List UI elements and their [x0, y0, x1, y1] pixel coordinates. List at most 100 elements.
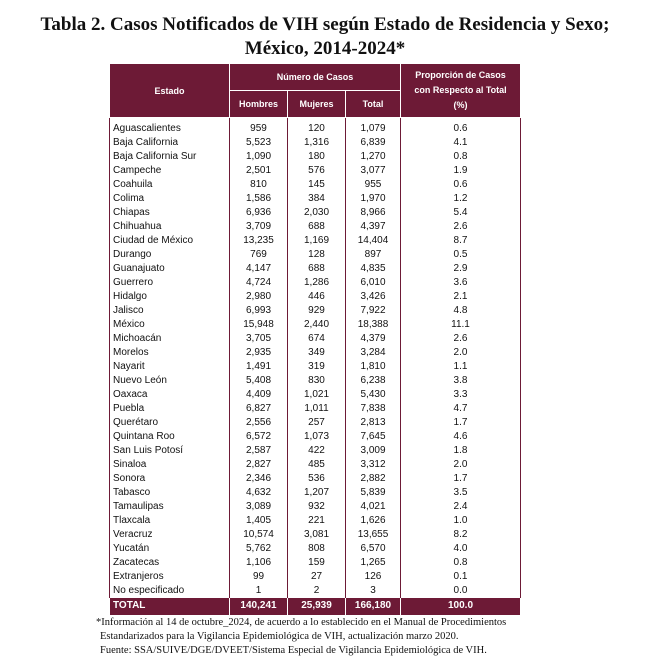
- table-row: Zacatecas 1,106 159 1,265 0.8: [109, 556, 521, 570]
- table-row: Coahuila 810 145 955 0.6: [109, 178, 521, 192]
- value-cell: 2,980: [229, 290, 288, 304]
- header-cell: Hombres: [229, 90, 288, 118]
- value-cell: 5,839: [345, 486, 401, 500]
- value-cell: 3.6: [400, 276, 521, 290]
- value-cell: 0.6: [400, 117, 521, 136]
- value-cell: 1.1: [400, 360, 521, 374]
- value-cell: 5,430: [345, 388, 401, 402]
- table-row: Nayarit 1,491 319 1,810 1.1: [109, 360, 521, 374]
- value-cell: 159: [287, 556, 346, 570]
- table-row: Tlaxcala 1,405 221 1,626 1.0: [109, 514, 521, 528]
- state-cell: Colima: [109, 192, 230, 206]
- value-cell: 6,572: [229, 430, 288, 444]
- value-cell: 4,021: [345, 500, 401, 514]
- table-row: Ciudad de México 13,235 1,169 14,404 8.7: [109, 234, 521, 248]
- table-row: San Luis Potosí 2,587 422 3,009 1.8: [109, 444, 521, 458]
- state-cell: Campeche: [109, 164, 230, 178]
- value-cell: 1,169: [287, 234, 346, 248]
- value-cell: 8.7: [400, 234, 521, 248]
- value-cell: 7,645: [345, 430, 401, 444]
- value-cell: 1.7: [400, 472, 521, 486]
- value-cell: 2,935: [229, 346, 288, 360]
- value-cell: 1,810: [345, 360, 401, 374]
- value-cell: 0.8: [400, 556, 521, 570]
- value-cell: 13,655: [345, 528, 401, 542]
- value-cell: 1,073: [287, 430, 346, 444]
- state-cell: Guerrero: [109, 276, 230, 290]
- table-row: Puebla 6,827 1,011 7,838 4.7: [109, 402, 521, 416]
- table-row: Sonora 2,346 536 2,882 1.7: [109, 472, 521, 486]
- value-cell: 18,388: [345, 318, 401, 332]
- value-cell: 7,922: [345, 304, 401, 318]
- value-cell: 688: [287, 262, 346, 276]
- value-cell: 1,021: [287, 388, 346, 402]
- value-cell: 897: [345, 248, 401, 262]
- value-cell: 1,090: [229, 150, 288, 164]
- value-cell: 257: [287, 416, 346, 430]
- value-cell: 3.3: [400, 388, 521, 402]
- value-cell: 1,207: [287, 486, 346, 500]
- value-cell: 2,882: [345, 472, 401, 486]
- value-cell: 3.8: [400, 374, 521, 388]
- value-cell: 810: [229, 178, 288, 192]
- value-cell: 120: [287, 117, 346, 136]
- title-line: Tabla 2. Casos Notificados de VIH según …: [40, 14, 610, 35]
- state-cell: Querétaro: [109, 416, 230, 430]
- value-cell: 2,587: [229, 444, 288, 458]
- state-cell: Hidalgo: [109, 290, 230, 304]
- table-row: Veracruz 10,574 3,081 13,655 8.2: [109, 528, 521, 542]
- value-cell: 1: [229, 584, 288, 598]
- table-row: Yucatán 5,762 808 6,570 4.0: [109, 542, 521, 556]
- value-cell: 0.8: [400, 150, 521, 164]
- value-cell: 2.4: [400, 500, 521, 514]
- value-cell: 3.5: [400, 486, 521, 500]
- value-cell: 14,404: [345, 234, 401, 248]
- value-cell: 2,556: [229, 416, 288, 430]
- value-cell: 830: [287, 374, 346, 388]
- header-cell: Total: [345, 90, 401, 118]
- value-cell: 3,009: [345, 444, 401, 458]
- value-cell: 0.6: [400, 178, 521, 192]
- header-row: Estado Número de Casos Proporción de Cas…: [109, 63, 521, 118]
- value-cell: 1,405: [229, 514, 288, 528]
- table-row: Guanajuato 4,147 688 4,835 2.9: [109, 262, 521, 276]
- state-cell: Jalisco: [109, 304, 230, 318]
- state-cell: Durango: [109, 248, 230, 262]
- table-row: Campeche 2,501 576 3,077 1.9: [109, 164, 521, 178]
- table-body: Aguascalientes 959 120 1,079 0.6 Baja Califor…: [109, 117, 521, 615]
- value-cell: 5,523: [229, 136, 288, 150]
- state-cell: Morelos: [109, 346, 230, 360]
- value-cell: 8.2: [400, 528, 521, 542]
- value-cell: 4.6: [400, 430, 521, 444]
- value-cell: 1,270: [345, 150, 401, 164]
- value-cell: 3,709: [229, 220, 288, 234]
- value-cell: 422: [287, 444, 346, 458]
- state-cell: San Luis Potosí: [109, 444, 230, 458]
- value-cell: 3,077: [345, 164, 401, 178]
- value-cell: 2,827: [229, 458, 288, 472]
- value-cell: 221: [287, 514, 346, 528]
- value-cell: 27: [287, 570, 346, 584]
- value-cell: 1.7: [400, 416, 521, 430]
- value-cell: 4.0: [400, 542, 521, 556]
- state-cell: Extranjeros: [109, 570, 230, 584]
- state-cell: Ciudad de México: [109, 234, 230, 248]
- title-line: México, 2014-2024*: [244, 38, 406, 59]
- value-cell: 6,936: [229, 206, 288, 220]
- table-header: Estado Número de Casos Proporción de Cas…: [109, 63, 521, 118]
- value-cell: 349: [287, 346, 346, 360]
- state-cell: Veracruz: [109, 528, 230, 542]
- value-cell: 0.1: [400, 570, 521, 584]
- value-cell: 959: [229, 117, 288, 136]
- value-cell: 1.2: [400, 192, 521, 206]
- value-cell: 128: [287, 248, 346, 262]
- value-cell: 3,089: [229, 500, 288, 514]
- value-cell: 7,838: [345, 402, 401, 416]
- state-cell: Michoacán: [109, 332, 230, 346]
- value-cell: 4,835: [345, 262, 401, 276]
- value-cell: 446: [287, 290, 346, 304]
- value-cell: 145: [287, 178, 346, 192]
- state-cell: Tabasco: [109, 486, 230, 500]
- state-cell: Oaxaca: [109, 388, 230, 402]
